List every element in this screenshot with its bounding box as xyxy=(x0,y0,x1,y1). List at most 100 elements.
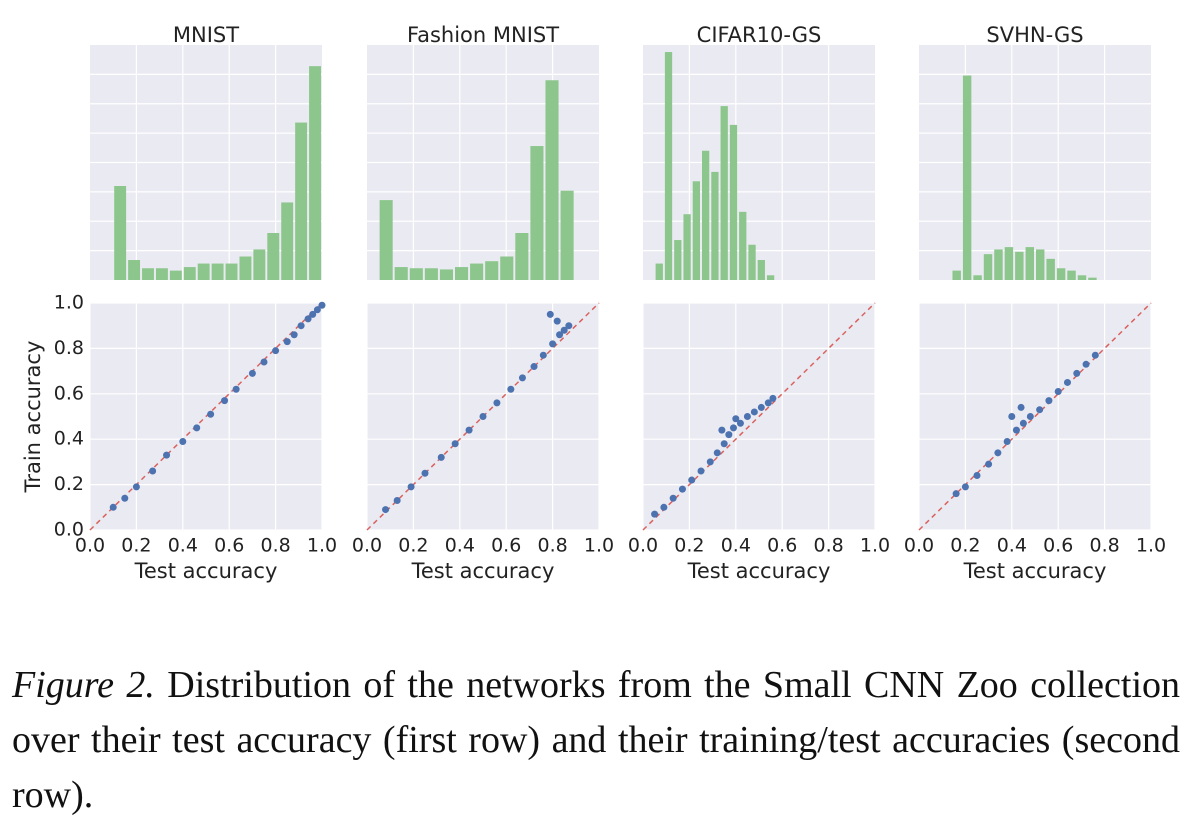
point xyxy=(556,331,564,339)
bar xyxy=(692,181,700,280)
x-axis-label: Test accuracy xyxy=(963,559,1107,583)
point xyxy=(283,338,291,346)
bar xyxy=(155,268,168,280)
x-tick-label: 0.6 xyxy=(214,535,244,557)
x-tick-label: 0.0 xyxy=(352,535,382,557)
bar xyxy=(1077,275,1087,280)
point xyxy=(1091,351,1099,359)
point xyxy=(560,326,568,334)
point xyxy=(769,394,777,402)
point xyxy=(678,485,686,493)
chart-title: CIFAR10-GS xyxy=(697,23,822,47)
bar xyxy=(379,200,393,280)
y-tick-label: 0.2 xyxy=(54,473,84,495)
x-tick-label: 0.0 xyxy=(904,535,934,557)
point xyxy=(179,437,187,445)
point xyxy=(757,403,765,411)
bar xyxy=(267,233,280,280)
point xyxy=(546,310,554,318)
point xyxy=(718,426,726,434)
point xyxy=(479,413,487,420)
chart-title: MNIST xyxy=(173,23,239,47)
x-axis-label: Test accuracy xyxy=(411,559,555,583)
point xyxy=(697,467,705,475)
bar xyxy=(973,275,982,280)
point xyxy=(764,399,772,407)
point xyxy=(1036,406,1044,414)
x-tick-label: 0.2 xyxy=(398,535,428,557)
point xyxy=(1045,397,1053,405)
point xyxy=(318,301,326,309)
x-tick-label: 0.8 xyxy=(813,535,843,557)
point xyxy=(382,506,390,514)
x-tick-label: 0.4 xyxy=(445,535,475,557)
point xyxy=(393,496,401,504)
bar xyxy=(560,190,574,280)
point xyxy=(1073,369,1081,377)
point xyxy=(961,483,969,491)
point xyxy=(232,385,240,393)
bar xyxy=(225,263,238,280)
bar xyxy=(766,275,775,280)
point xyxy=(221,397,229,405)
x-tick-label: 0.0 xyxy=(628,535,658,557)
point xyxy=(1026,413,1034,420)
bar xyxy=(455,267,469,280)
y-tick-label: 0.8 xyxy=(54,337,84,359)
point xyxy=(720,440,728,448)
point xyxy=(725,431,733,439)
bar xyxy=(295,122,308,280)
point xyxy=(669,494,677,502)
point xyxy=(1012,426,1020,434)
point xyxy=(732,415,740,423)
point xyxy=(309,310,317,318)
point xyxy=(1008,413,1016,420)
x-tick-label: 1.0 xyxy=(860,535,890,557)
bar xyxy=(309,66,321,281)
caption-label: Figure 2. xyxy=(12,664,155,706)
bar xyxy=(994,249,1003,280)
x-tick-label: 0.6 xyxy=(491,535,521,557)
point xyxy=(149,467,157,475)
y-tick-label: 0.0 xyxy=(54,519,84,541)
point xyxy=(193,424,201,432)
bar xyxy=(470,263,484,280)
bar xyxy=(394,267,408,280)
point xyxy=(407,483,415,491)
y-tick-label: 0.6 xyxy=(54,382,84,404)
bar xyxy=(515,233,529,280)
point xyxy=(465,426,473,434)
bar xyxy=(281,202,294,280)
bar xyxy=(757,260,765,280)
point xyxy=(260,358,268,366)
bar xyxy=(253,249,266,280)
bar xyxy=(683,214,691,280)
diagonal xyxy=(89,302,323,531)
bar xyxy=(183,267,196,280)
bar xyxy=(1067,270,1076,280)
bar xyxy=(962,75,972,280)
point xyxy=(248,369,256,377)
x-tick-label: 1.0 xyxy=(1136,535,1166,557)
point xyxy=(421,469,429,477)
point xyxy=(1054,388,1062,396)
x-tick-label: 0.4 xyxy=(168,535,198,557)
bar xyxy=(1015,251,1024,280)
x-tick-label: 1.0 xyxy=(307,535,337,557)
x-tick-label: 0.8 xyxy=(1089,535,1119,557)
point xyxy=(304,315,312,323)
x-axis-label: Test accuracy xyxy=(134,559,278,583)
bar xyxy=(729,124,738,281)
point xyxy=(530,363,538,371)
point xyxy=(688,476,696,484)
point xyxy=(729,424,737,432)
y-tick-label: 1.0 xyxy=(54,292,84,314)
bar xyxy=(711,171,719,280)
point xyxy=(507,385,515,393)
y-tick-label: 0.4 xyxy=(54,428,84,450)
bar xyxy=(952,270,961,280)
bar xyxy=(674,240,682,280)
point xyxy=(539,351,547,359)
y-axis-label: Train accuracy xyxy=(21,341,45,494)
point xyxy=(1003,437,1011,445)
